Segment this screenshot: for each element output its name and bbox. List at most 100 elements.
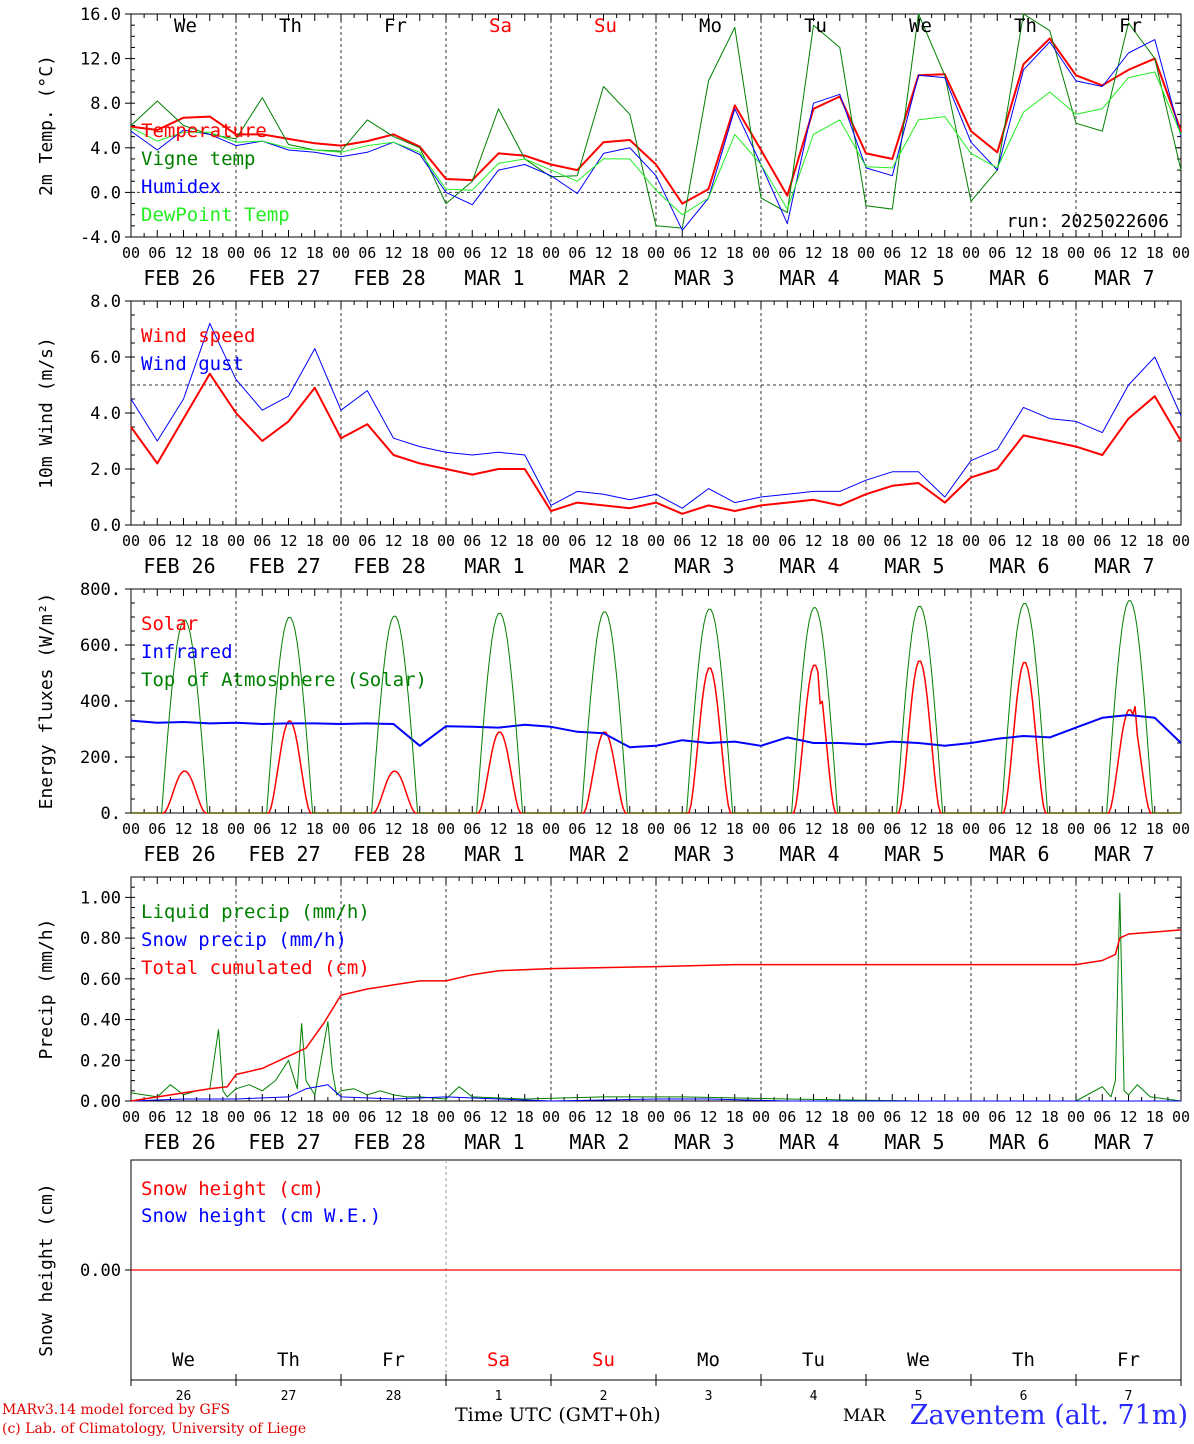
hour-tick-label: 12 [489,820,507,838]
hour-tick-label: 18 [936,532,954,550]
hour-tick-label: 12 [594,244,612,262]
y-tick-label: 0. [101,804,121,824]
hour-tick-label: 18 [1146,244,1164,262]
date-label: FEB 26 [143,554,215,578]
weekday-label: We [907,1349,930,1371]
weekday-label: Tu [804,15,827,37]
hour-tick-label: 06 [358,820,376,838]
day-number-label: 1 [495,1389,503,1404]
hour-tick-label: 12 [279,820,297,838]
y-tick-label: 4.0 [90,404,121,424]
hour-tick-label: 00 [437,820,455,838]
date-label: MAR 4 [779,554,839,578]
date-label: FEB 28 [353,554,425,578]
series-line-infrared [130,714,1182,749]
hour-tick-label: 18 [201,1108,219,1126]
hour-tick-label: 18 [726,244,744,262]
hour-tick-label: 12 [1119,820,1137,838]
legend-entry: Infrared [141,641,233,663]
hour-tick-label: 12 [699,532,717,550]
hour-tick-label: 12 [594,1108,612,1126]
weekday-label: Fr [384,15,407,37]
hour-tick-label: 18 [411,244,429,262]
hour-tick-label: 12 [1014,1108,1032,1126]
date-label: MAR 2 [569,1130,629,1154]
date-label: MAR 7 [1094,842,1154,866]
hour-tick-label: 12 [1014,244,1032,262]
hour-tick-label: 18 [411,820,429,838]
hour-tick-label: 06 [1093,1108,1111,1126]
hour-tick-label: 12 [489,244,507,262]
hour-tick-label: 12 [489,1108,507,1126]
hour-tick-label: 12 [174,532,192,550]
series-line-liquid-precip-mm-h- [130,892,1182,1102]
date-label: MAR 4 [779,842,839,866]
hour-tick-label: 00 [647,820,665,838]
weekday-label: Su [592,1349,615,1371]
hour-tick-label: 00 [227,820,245,838]
hour-tick-label: 18 [1146,820,1164,838]
hour-tick-label: 00 [542,244,560,262]
hour-tick-label: 18 [831,244,849,262]
panel-3: 0. 200. 400. 600. 800. Energy fluxes (W/m²) 00… [36,580,1190,866]
hour-tick-label: 00 [227,244,245,262]
date-label: MAR 1 [464,554,524,578]
legend-entry: Temperature [141,120,267,142]
hour-tick-label: 18 [516,244,534,262]
date-label: MAR 1 [464,266,524,290]
date-label: FEB 28 [353,842,425,866]
date-label: FEB 27 [248,554,320,578]
hour-tick-label: 06 [568,244,586,262]
hour-tick-label: 12 [909,244,927,262]
hour-tick-label: 18 [1041,1108,1059,1126]
hour-tick-label: 06 [1093,244,1111,262]
hour-tick-label: 00 [1172,1108,1190,1126]
legend-entry: Vigne temp [141,148,255,170]
hour-tick-label: 06 [883,820,901,838]
weekday-label: Sa [489,15,512,37]
plot-frame [130,300,1182,526]
time-axis-label: Time UTC (GMT+0h) [455,1404,661,1426]
date-label: MAR 5 [884,842,944,866]
hour-tick-label: 00 [857,244,875,262]
hour-tick-label: 06 [253,532,271,550]
weekday-label: Sa [487,1349,510,1371]
hour-tick-label: 12 [594,532,612,550]
hour-tick-label: 06 [883,532,901,550]
hour-tick-label: 12 [384,820,402,838]
hour-tick-label: 00 [1067,1108,1085,1126]
y-tick-label: 6.0 [90,348,121,368]
series-line-vigne-temp [130,13,1182,229]
day-number-label: 7 [1125,1389,1133,1404]
y-tick-label: 8.0 [90,94,121,114]
weekday-label: Tu [802,1349,825,1371]
hour-tick-label: 00 [857,820,875,838]
hour-tick-label: 18 [201,532,219,550]
weekday-label: We [172,1349,195,1371]
hour-tick-label: 18 [201,820,219,838]
date-label: FEB 27 [248,842,320,866]
hour-tick-label: 00 [752,1108,770,1126]
legend-entry: Snow precip (mm/h) [141,929,347,951]
hour-tick-label: 00 [962,1108,980,1126]
hour-tick-label: 06 [673,532,691,550]
date-label: MAR 3 [674,842,734,866]
hour-tick-label: 06 [883,244,901,262]
y-tick-label: 0.00 [80,1261,121,1281]
date-label: MAR 1 [464,842,524,866]
date-label: MAR 7 [1094,266,1154,290]
weekday-label: Th [279,15,302,37]
hour-tick-label: 06 [778,532,796,550]
hour-tick-label: 12 [594,820,612,838]
legend-entry: Top of Atmosphere (Solar) [141,669,427,691]
hour-tick-label: 00 [227,1108,245,1126]
day-number-label: 5 [915,1389,923,1404]
hour-tick-label: 00 [752,532,770,550]
hour-tick-label: 06 [253,820,271,838]
hour-tick-label: 00 [437,244,455,262]
hour-tick-label: 18 [411,532,429,550]
hour-tick-label: 06 [673,820,691,838]
day-number-label: 4 [810,1389,818,1404]
hour-tick-label: 06 [253,1108,271,1126]
hour-tick-label: 12 [279,1108,297,1126]
